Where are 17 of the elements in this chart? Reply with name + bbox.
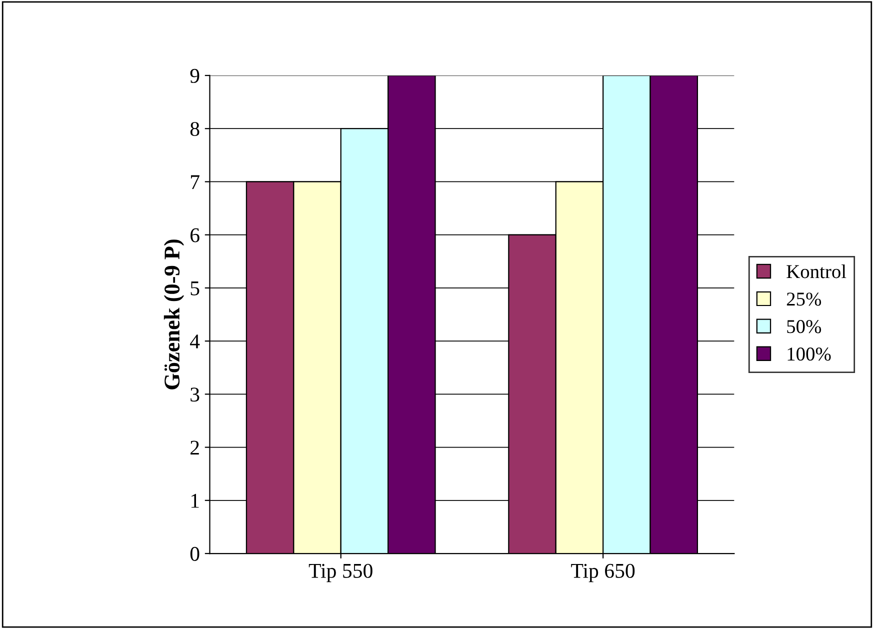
legend-label: 50% — [787, 320, 822, 334]
y-tick-label: 4 — [190, 334, 200, 348]
y-tick-label: 0 — [190, 546, 200, 561]
y-tick-label: 1 — [191, 494, 199, 508]
y-tick-label: 8 — [190, 122, 200, 136]
x-tick-label: Tip 650 — [571, 564, 635, 582]
y-tick-label: 7 — [190, 175, 200, 189]
y-tick-label: 3 — [190, 388, 200, 402]
y-tick-label: 9 — [190, 68, 200, 83]
y-tick-label: 5 — [190, 282, 200, 296]
y-tick-label: 2 — [190, 440, 199, 455]
legend-label: Kontrol — [786, 264, 846, 278]
y-axis-title: Gözenek (0-9 P) — [164, 240, 184, 390]
x-tick-label: Tip 550 — [308, 564, 372, 582]
legend-label: 100% — [788, 348, 831, 361]
y-tick-label: 6 — [190, 228, 200, 242]
legend-label: 25% — [786, 292, 822, 306]
